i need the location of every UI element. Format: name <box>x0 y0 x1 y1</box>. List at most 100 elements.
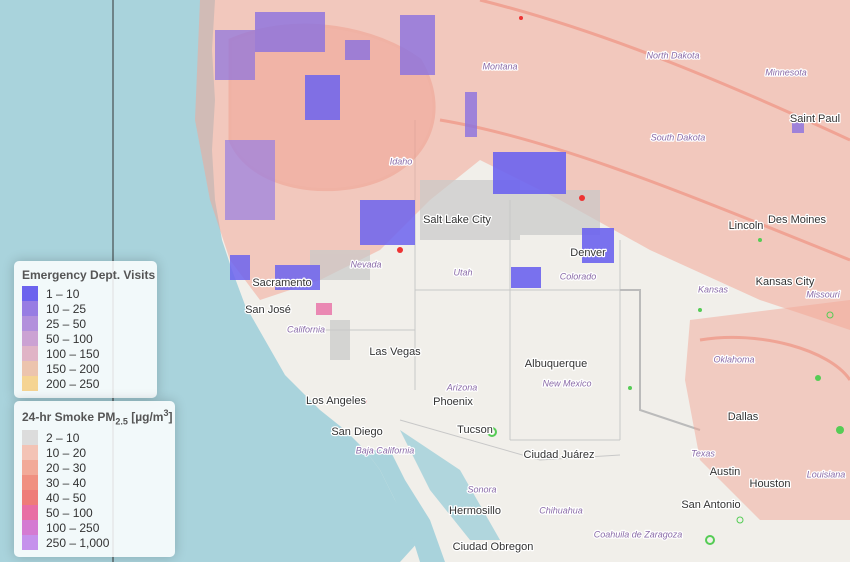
region-label: Coahuila de Zaragoza <box>594 529 683 539</box>
legend-label: 200 – 250 <box>46 376 100 391</box>
city-label: San Antonio <box>681 499 740 511</box>
city-label: Austin <box>710 466 741 478</box>
region-label: Montana <box>482 61 517 71</box>
city-label: Phoenix <box>433 396 473 408</box>
city-label: Tucson <box>457 424 493 436</box>
region-label: California <box>287 324 325 334</box>
legend-swatch <box>22 490 38 506</box>
legend-label: 10 – 25 <box>46 301 87 316</box>
legend-label: 250 – 1,000 <box>46 535 110 550</box>
place-labels: Saint Paul Des Moines Lincoln Kansas City De… <box>244 49 847 554</box>
ed-legend: Emergency Dept. Visits 1 – 10 10 – 25 25 –… <box>14 261 157 398</box>
region-label: Arizona <box>446 382 478 392</box>
region-label: Kansas <box>698 284 729 294</box>
legend-swatch <box>22 361 38 376</box>
legend-swatch <box>22 535 38 551</box>
legend-label: 2 – 10 <box>46 430 80 445</box>
region-label: Louisiana <box>807 469 846 479</box>
legend-item: 50 – 100 <box>22 331 149 346</box>
region-label: Missouri <box>806 289 841 299</box>
region-label: Idaho <box>390 156 413 166</box>
legend-label: 50 – 100 <box>46 331 93 346</box>
city-label: Houston <box>750 478 791 490</box>
legend-title: 24-hr Smoke PM2.5 [µg/m3] <box>22 408 172 427</box>
legend-item: 2 – 10 <box>22 430 167 446</box>
legend-item: 1 – 10 <box>22 286 149 301</box>
legend-item: 40 – 50 <box>22 490 167 506</box>
region-label: Sonora <box>467 484 496 494</box>
legend-label: 100 – 250 <box>46 520 100 535</box>
region-label: North Dakota <box>646 50 699 60</box>
city-label: Dallas <box>728 411 759 423</box>
region-label: Oklahoma <box>713 354 754 364</box>
legend-title: Emergency Dept. Visits <box>22 268 156 282</box>
legend-item: 25 – 50 <box>22 316 149 331</box>
legend-item: 10 – 20 <box>22 445 167 461</box>
city-label: San José <box>245 304 291 316</box>
title-subscript: 2.5 <box>115 416 128 427</box>
legend-label: 1 – 10 <box>46 286 80 301</box>
region-label: Utah <box>453 267 472 277</box>
legend-label: 100 – 150 <box>46 346 100 361</box>
legend-item: 20 – 30 <box>22 460 167 476</box>
legend-item: 10 – 25 <box>22 301 149 316</box>
light-smoke <box>310 180 600 360</box>
city-label: Saint Paul <box>790 113 840 125</box>
city-label: Des Moines <box>768 214 827 226</box>
legend-swatch <box>22 445 38 461</box>
region-label: New Mexico <box>542 378 591 388</box>
legend-swatch <box>22 460 38 476</box>
legend-swatch <box>22 301 38 316</box>
gulf-of-california <box>400 430 500 540</box>
city-label: Ciudad Obregon <box>453 541 534 553</box>
region-label: Colorado <box>560 271 597 281</box>
legend-label: 150 – 200 <box>46 361 100 376</box>
city-label: Hermosillo <box>449 505 501 517</box>
legend-swatch <box>22 505 38 521</box>
legend-item: 150 – 200 <box>22 361 149 376</box>
region-label: Nevada <box>350 259 381 269</box>
legend-label: 25 – 50 <box>46 316 87 331</box>
city-label: Albuquerque <box>525 358 587 370</box>
region-label: Chihuahua <box>539 505 583 515</box>
title-text: 24-hr Smoke PM <box>22 410 116 424</box>
legend-label: 50 – 100 <box>46 505 93 520</box>
legend-item: 250 – 1,000 <box>22 535 167 551</box>
city-label: Sacramento <box>252 277 311 289</box>
legend-label: 30 – 40 <box>46 475 87 490</box>
fire-points <box>363 16 844 545</box>
city-label: Lincoln <box>729 220 764 232</box>
city-label: Las Vegas <box>369 346 421 358</box>
legend-swatch <box>22 376 38 391</box>
region-label: Texas <box>691 448 715 458</box>
legend-swatch <box>22 331 38 346</box>
legend-label: 40 – 50 <box>46 490 87 505</box>
legend-label: 20 – 30 <box>46 460 87 475</box>
borders <box>300 120 701 461</box>
city-label: Ciudad Juárez <box>524 449 595 461</box>
city-label: Denver <box>570 247 606 259</box>
legend-swatch <box>22 430 38 446</box>
city-label: Kansas City <box>756 276 815 288</box>
legend-item: 100 – 250 <box>22 520 167 536</box>
title-unit: [µg/m <box>127 410 164 424</box>
smoke-legend: 24-hr Smoke PM2.5 [µg/m3] 2 – 10 10 – 20 2… <box>14 401 175 558</box>
region-label: South Dakota <box>651 132 706 142</box>
legend-item: 30 – 40 <box>22 475 167 491</box>
city-label: Salt Lake City <box>423 214 491 226</box>
legend-swatch <box>22 346 38 361</box>
title-superscript: 3 <box>163 408 169 418</box>
legend-swatch <box>22 286 38 301</box>
legend-item: 50 – 100 <box>22 505 167 521</box>
legend-item: 100 – 150 <box>22 346 149 361</box>
city-label: San Diego <box>331 426 382 438</box>
legend-swatch <box>22 475 38 491</box>
region-label: Minnesota <box>765 67 807 77</box>
title-end: ] <box>168 410 173 424</box>
ed-visits <box>215 12 804 315</box>
legend-swatch <box>22 520 38 536</box>
region-label: Baja California <box>356 445 415 455</box>
gulf <box>365 450 445 562</box>
